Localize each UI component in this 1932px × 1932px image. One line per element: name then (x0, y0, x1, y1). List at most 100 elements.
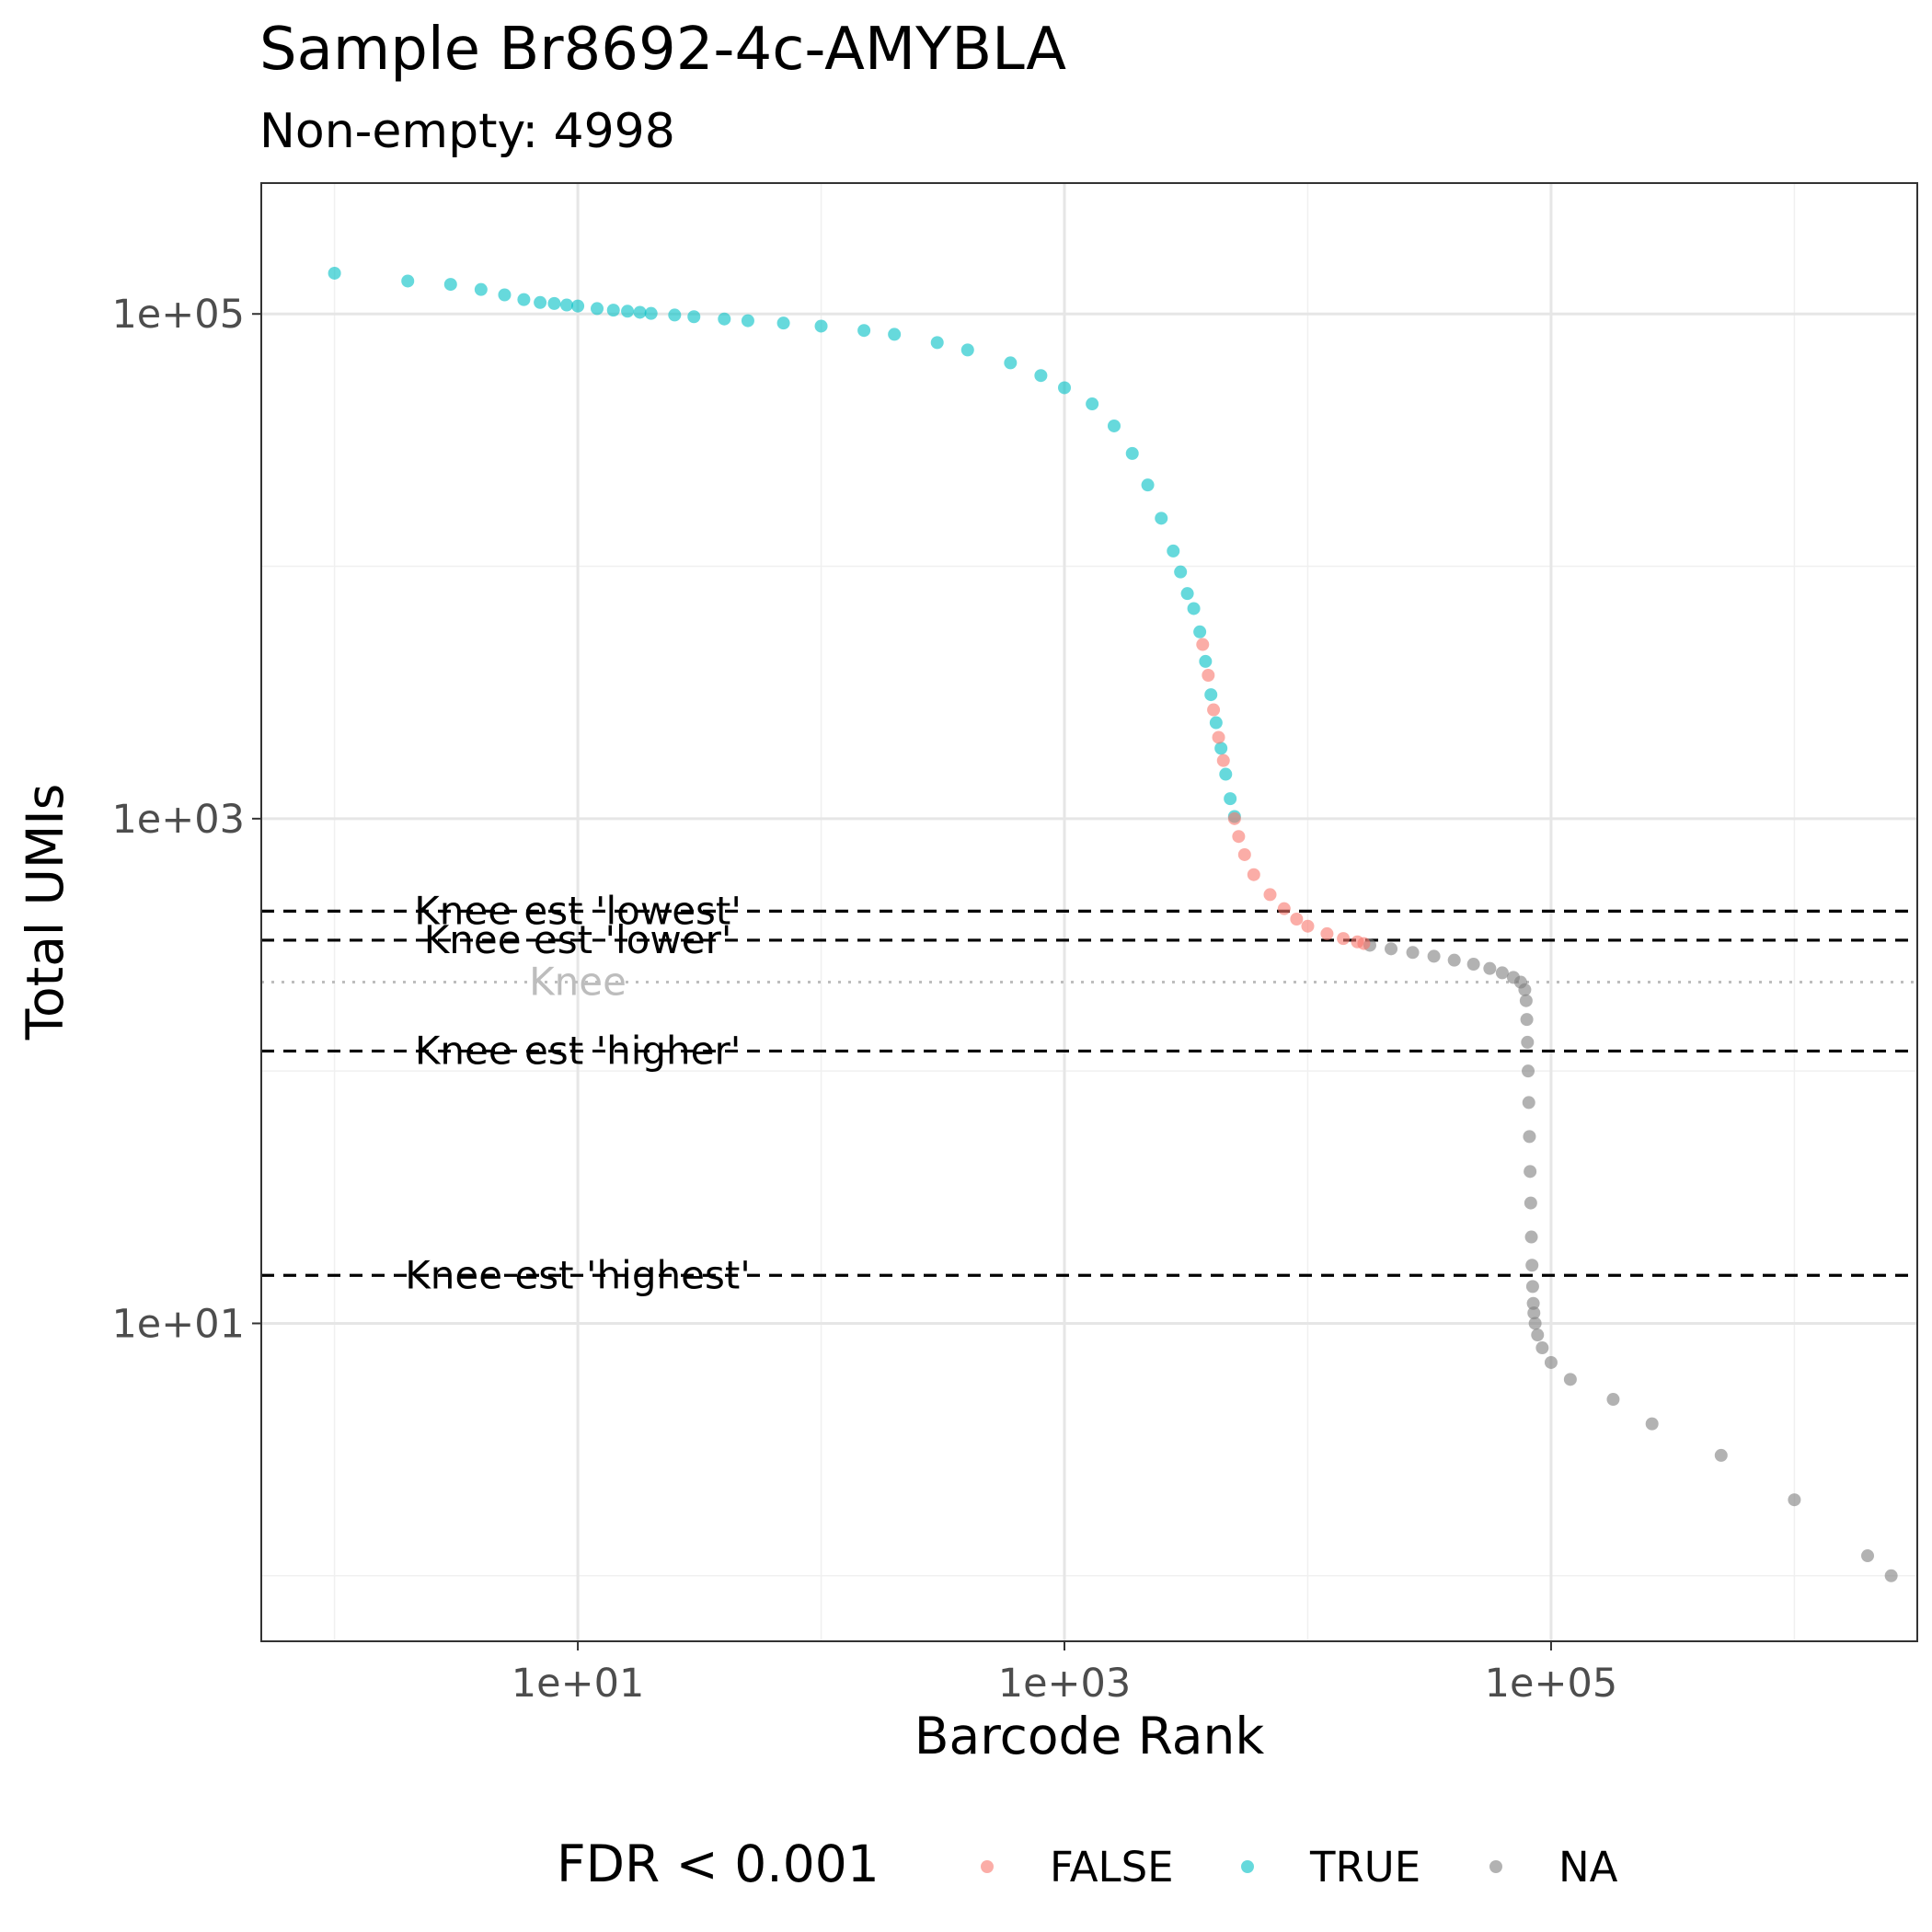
data-point-false (1357, 937, 1371, 950)
legend-key-na (1489, 1860, 1502, 1873)
legend-title: FDR < 0.001 (557, 1834, 880, 1893)
data-point-true (559, 298, 573, 312)
data-point-true (401, 274, 415, 288)
data-point-na (1531, 1328, 1545, 1342)
plot-border (260, 182, 1918, 1642)
data-point-false (1207, 703, 1221, 717)
data-points (328, 266, 1898, 1582)
data-point-true (1224, 792, 1237, 806)
data-point-true (1199, 654, 1213, 668)
data-point-na (1522, 1096, 1535, 1110)
data-point-na (1544, 1355, 1558, 1369)
data-point-false (1247, 868, 1260, 881)
data-point-true (591, 302, 604, 316)
data-point-false (1212, 730, 1225, 744)
data-point-na (1884, 1569, 1898, 1582)
data-point-false (1301, 919, 1315, 933)
data-point-true (1058, 381, 1072, 395)
data-point-false (1216, 753, 1230, 767)
data-point-na (1427, 949, 1441, 963)
data-point-true (888, 328, 902, 341)
data-point-na (1447, 953, 1461, 967)
data-point-false (1202, 668, 1215, 682)
data-point-true (687, 310, 701, 324)
data-point-true (1204, 688, 1218, 702)
x-tick-label: 1e+05 (1485, 1661, 1618, 1707)
data-point-na (1520, 1013, 1534, 1027)
data-point-true (1125, 446, 1139, 460)
data-point-na (1563, 1373, 1577, 1386)
reference-line-label: Knee est 'lowest' (414, 888, 742, 933)
axis-ticks: 1e+01 1e+03 1e+05 1e+01 1e+03 1e+05 (111, 292, 1617, 1707)
data-point-na (1526, 1296, 1540, 1310)
data-point-true (606, 304, 620, 317)
reference-line-label: Knee est 'higher' (415, 1028, 742, 1073)
data-point-na (1518, 983, 1532, 996)
legend-label-na: NA (1558, 1843, 1618, 1892)
data-point-true (776, 316, 790, 330)
chart-subtitle: Non-empty: 4998 (259, 104, 675, 159)
y-tick-label: 1e+03 (111, 797, 245, 843)
data-point-true (1167, 544, 1180, 558)
data-point-false (1277, 902, 1291, 915)
y-axis-title: Total UMIs (16, 784, 75, 1041)
reference-line-label: Knee (529, 960, 627, 1005)
data-point-false (1232, 830, 1246, 844)
data-point-true (1219, 767, 1233, 781)
data-point-na (1861, 1549, 1875, 1563)
data-point-na (1714, 1448, 1728, 1462)
data-point-true (718, 312, 731, 326)
data-point-na (1524, 1165, 1537, 1179)
x-tick-label: 1e+03 (998, 1661, 1132, 1707)
data-point-false (1337, 932, 1351, 946)
data-point-true (1086, 397, 1099, 411)
data-point-na (1385, 942, 1398, 956)
data-point-na (1606, 1393, 1620, 1407)
reference-lines (261, 909, 1917, 1277)
data-point-true (1034, 369, 1048, 383)
legend-label-false: FALSE (1050, 1843, 1174, 1892)
data-point-na (1521, 1035, 1535, 1049)
data-point-na (1535, 1341, 1549, 1355)
data-point-true (498, 288, 512, 302)
reference-line-label: Knee est 'lower' (424, 917, 732, 962)
data-point-true (1214, 742, 1228, 755)
data-point-true (1209, 716, 1223, 730)
data-point-true (443, 278, 457, 292)
data-point-na (1406, 946, 1420, 960)
data-point-true (741, 314, 754, 328)
chart-title: Sample Br8692-4c-AMYBLA (259, 16, 1066, 84)
data-point-true (960, 343, 974, 357)
data-point-na (1527, 1306, 1541, 1320)
data-point-true (474, 282, 488, 296)
data-point-true (1107, 419, 1121, 432)
data-point-na (1524, 1196, 1537, 1210)
legend-label-true: TRUE (1309, 1843, 1420, 1892)
data-point-true (1187, 602, 1201, 615)
data-point-false (1196, 638, 1210, 651)
data-point-false (1237, 847, 1251, 861)
legend: FDR < 0.001 FALSE TRUE NA (557, 1834, 1618, 1893)
data-point-false (1227, 811, 1241, 825)
data-point-true (1155, 512, 1168, 525)
reference-line-labels: Knee est 'lowest'Knee est 'lower'Knee Kne… (405, 888, 751, 1297)
data-point-true (621, 305, 635, 318)
reference-line-label: Knee est 'highest' (405, 1252, 751, 1297)
data-point-na (1645, 1417, 1659, 1431)
data-point-true (814, 319, 828, 333)
data-point-true (517, 293, 531, 306)
y-tick-label: 1e+01 (111, 1301, 245, 1347)
data-point-true (644, 306, 658, 320)
data-point-true (571, 299, 585, 313)
data-point-na (1519, 994, 1533, 1007)
data-point-true (668, 308, 682, 322)
y-tick-label: 1e+05 (111, 292, 245, 338)
data-point-true (328, 266, 341, 280)
legend-key-true (1241, 1860, 1254, 1873)
data-point-true (1004, 356, 1018, 370)
data-point-na (1525, 1280, 1539, 1294)
data-point-false (1263, 888, 1277, 902)
data-point-true (1193, 625, 1207, 638)
x-axis-title: Barcode Rank (914, 1707, 1265, 1765)
